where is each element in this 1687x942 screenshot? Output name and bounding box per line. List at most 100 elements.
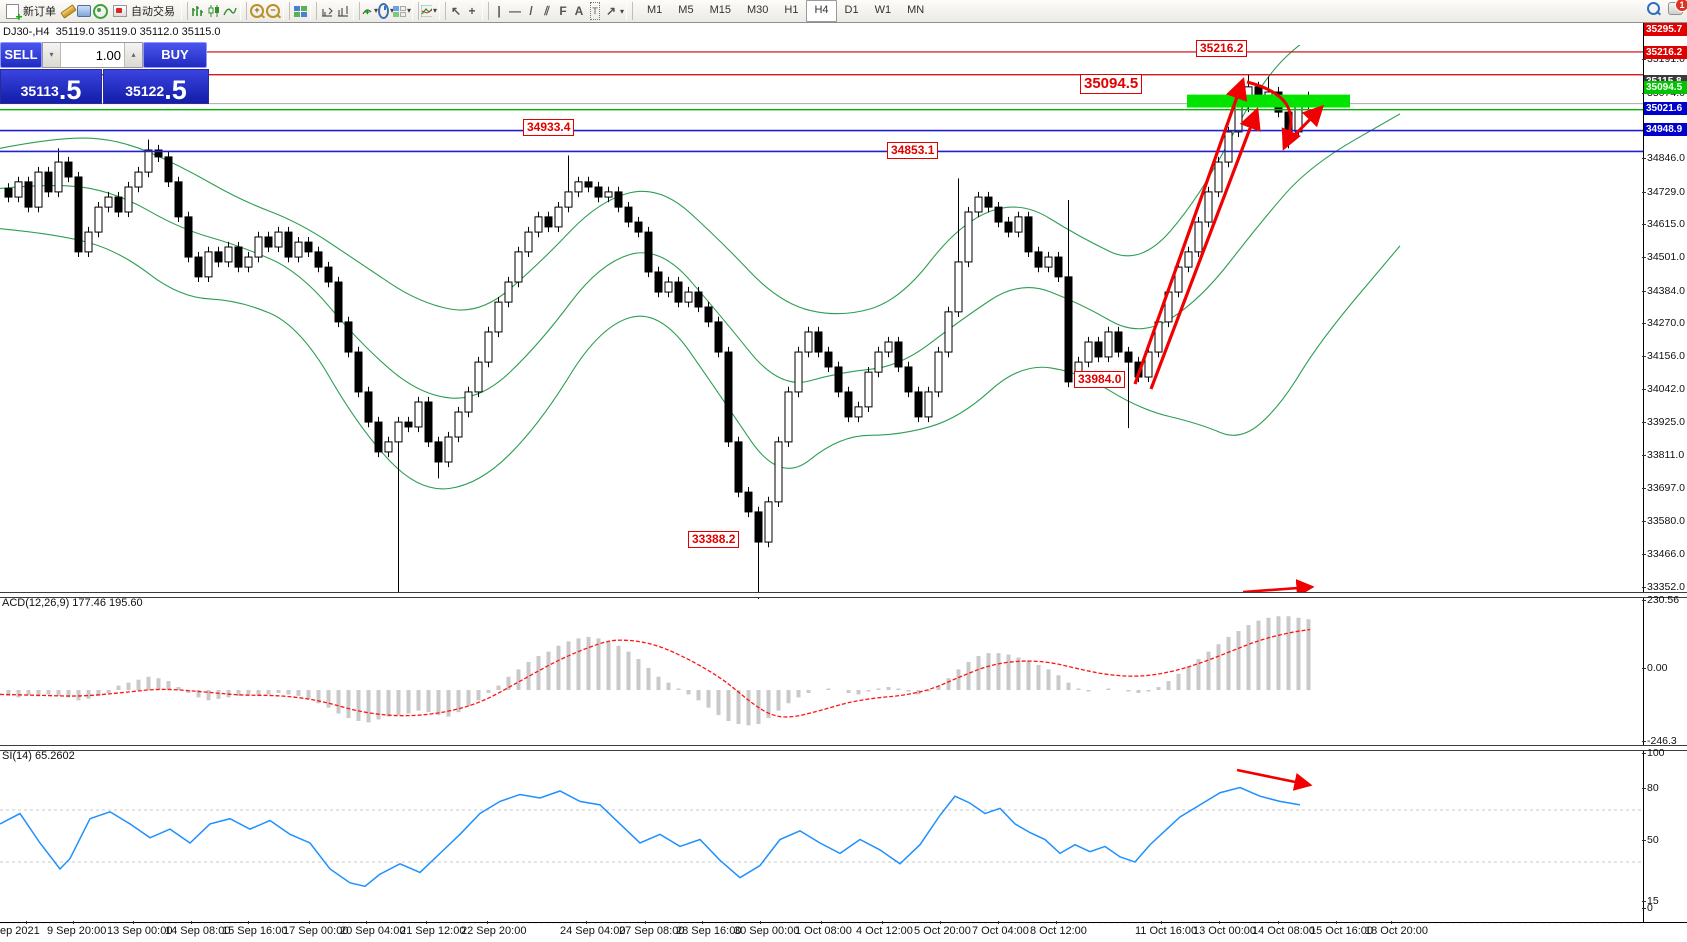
main-pane[interactable] [0,22,1401,599]
trend-arrow-main[interactable] [1149,107,1261,390]
candle-body [434,441,443,463]
zoom-out-icon[interactable]: − [265,3,281,19]
candle-body [794,351,803,393]
vertical-line-tool-icon[interactable]: | [497,4,501,18]
candle-body [344,321,353,353]
templates-icon[interactable]: ▾ [393,3,411,19]
periods-icon[interactable]: ▾ [378,3,394,19]
bar-chart-icon[interactable] [190,3,206,19]
candle-body [704,306,713,323]
candle-body [544,216,553,228]
candle-body [674,281,683,303]
volume-increase-button[interactable]: ▴ [124,43,142,67]
candle-body [564,191,573,208]
candle-body [64,161,73,178]
auto-scroll-icon[interactable] [319,3,335,19]
candle-body [184,216,193,258]
channel-tool-icon[interactable]: ⫽ [544,4,550,18]
add-indicator-icon[interactable]: ▾ [362,3,378,19]
candle-body [1024,216,1033,253]
crayon-icon[interactable] [59,3,77,19]
candles-layer [4,74,1313,599]
candle-body [634,221,643,233]
candle-body [584,181,593,188]
candle-body [114,196,123,213]
tf-button-D1[interactable]: D1 [844,4,859,16]
candle-body [164,156,173,183]
crosshair-tool-icon[interactable]: + [468,4,476,18]
dropdown-caret: ▾ [620,6,625,16]
candle-body [34,171,43,208]
signal-icon[interactable] [92,3,108,19]
fibonacci-tool-icon[interactable]: F [559,4,567,18]
candle-body [174,181,183,218]
volume-decrease-button[interactable]: ▾ [43,43,61,67]
tf-button-H4[interactable]: H4 [806,0,837,22]
chart-area[interactable] [0,22,1687,942]
toolbar-separator [283,2,290,20]
notifications-icon[interactable]: 1 [1668,0,1687,15]
trend-arrow-main[interactable] [1133,76,1248,385]
candle-body [1194,221,1203,253]
candle-body [754,511,763,543]
rsi-pane[interactable] [0,786,1643,924]
candle-body [874,351,883,373]
chart-canvas[interactable] [0,22,1687,942]
zoom-in-icon[interactable]: + [249,3,265,19]
candle-body [4,187,13,198]
buy-button[interactable]: BUY [143,42,207,68]
text-label-tool-icon[interactable]: T [587,2,603,20]
support-band[interactable] [1187,94,1350,108]
candle-body [1174,266,1183,293]
candle-body [714,321,723,353]
search-icon[interactable] [1647,2,1660,15]
candle-body [824,351,833,368]
candle-body [74,176,83,253]
candle-body [1064,276,1073,383]
toolbar-separator [240,2,247,20]
trendline-tool-icon[interactable]: / [529,4,533,18]
sell-price-panel[interactable]: 35113 .5 [0,69,102,104]
volume-input[interactable] [61,43,124,67]
toolbar-right: 1 [1647,0,1687,15]
trend-arrow-main[interactable] [1246,80,1301,151]
macd-signal-line [0,628,1311,718]
candle-body [924,391,933,418]
toolbar-separator [353,2,360,20]
candle-body [104,196,113,208]
tf-button-M1[interactable]: M1 [647,4,663,16]
auto-trade-button[interactable]: 自动交易 [108,1,179,21]
favorites-chart-icon[interactable]: ▾ [421,3,437,19]
cursor-tool-icon[interactable]: ↖ [450,4,462,18]
trend-arrow-rsi[interactable] [1236,768,1313,791]
horizontal-line-tool-icon[interactable]: — [509,4,521,18]
tf-button-H1[interactable]: H1 [784,4,799,16]
candlestick-chart-icon[interactable] [206,3,222,19]
line-chart-icon[interactable] [222,3,238,19]
sell-button[interactable]: SELL [0,42,42,68]
candle-body [84,231,93,253]
candle-body [884,341,893,353]
market-chat-icon[interactable] [76,3,92,19]
chart-shift-icon[interactable] [335,3,351,19]
trend-arrow-main[interactable] [1285,104,1325,145]
tf-button-W1[interactable]: W1 [874,4,892,16]
tf-button-MN[interactable]: MN [907,4,925,16]
text-tool-icon[interactable]: A [574,4,584,18]
new-order-button[interactable]: + 新订单 [0,1,60,23]
tf-button-M30[interactable]: M30 [746,4,769,16]
buy-price-panel[interactable]: 35122 .5 [103,69,209,104]
tf-button-M15[interactable]: M15 [709,4,731,16]
macd-pane[interactable] [0,616,1311,726]
tile-windows-icon[interactable] [292,3,308,19]
candle-body [964,211,973,263]
tf-button-M5[interactable]: M5 [678,4,694,16]
arrows-tool-icon[interactable]: ↗ [605,4,617,18]
toolbar-separator [439,2,446,20]
candle-body [124,186,133,213]
trend-arrow-macd[interactable] [1242,579,1315,598]
candle-body [14,181,23,198]
candle-body [334,281,343,323]
candle-body [534,216,543,233]
